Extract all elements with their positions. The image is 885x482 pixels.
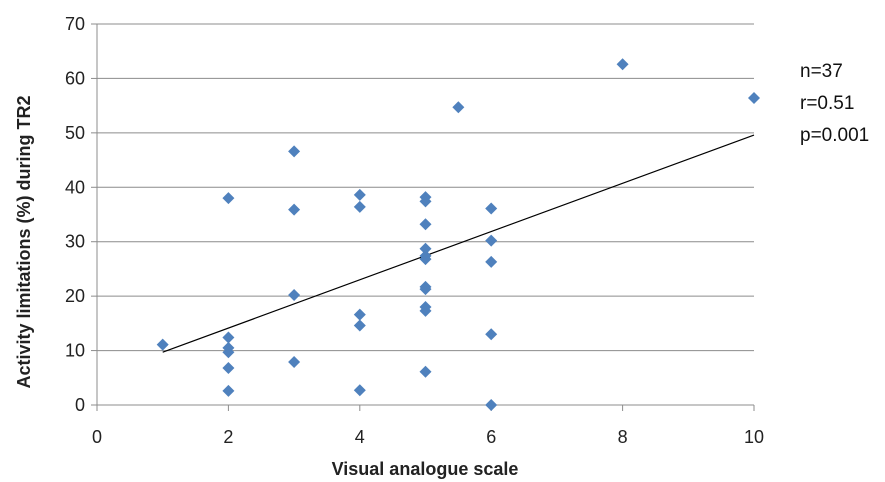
data-point xyxy=(288,289,301,302)
data-point xyxy=(452,101,465,114)
gridlines xyxy=(97,23,754,352)
data-point xyxy=(485,399,498,411)
x-tick-label: 10 xyxy=(744,427,764,447)
data-point xyxy=(419,283,432,296)
y-tick-label: 0 xyxy=(75,395,85,415)
y-tick-label: 30 xyxy=(65,232,85,252)
y-tick-label: 10 xyxy=(65,341,85,361)
axes xyxy=(91,23,755,411)
trendline xyxy=(162,134,755,353)
data-point xyxy=(222,192,235,205)
data-point xyxy=(419,253,432,266)
x-tick-label: 4 xyxy=(355,427,365,447)
data-point xyxy=(353,308,366,321)
data-point xyxy=(222,384,235,397)
data-point xyxy=(222,346,235,359)
y-tick-label: 20 xyxy=(65,286,85,306)
annotation-r: r=0.51 xyxy=(800,93,854,114)
data-point xyxy=(419,218,432,231)
data-point xyxy=(616,58,629,71)
x-tick-label: 0 xyxy=(92,427,102,447)
data-point xyxy=(485,234,498,247)
y-tick-label: 70 xyxy=(65,14,85,34)
data-point xyxy=(222,361,235,374)
data-point xyxy=(288,145,301,158)
data-point xyxy=(156,338,169,351)
data-point xyxy=(419,242,432,255)
data-point xyxy=(485,202,498,215)
x-tick-label: 6 xyxy=(486,427,496,447)
x-tick-label: 2 xyxy=(223,427,233,447)
annotation-p: p=0.001 xyxy=(800,125,869,146)
data-point xyxy=(485,255,498,268)
x-tick-label: 8 xyxy=(618,427,628,447)
y-tick-label: 40 xyxy=(65,177,85,197)
data-point xyxy=(288,203,301,216)
annotation-n: n=37 xyxy=(800,61,843,82)
data-points xyxy=(156,58,760,411)
data-point xyxy=(419,365,432,378)
data-point xyxy=(353,200,366,213)
data-point xyxy=(353,384,366,397)
x-axis-title: Visual analogue scale xyxy=(332,459,519,479)
data-point xyxy=(485,328,498,341)
data-point xyxy=(419,304,432,317)
data-point xyxy=(222,331,235,344)
tick-labels: 0 10 20 30 40 50 60 70 0 2 4 6 8 10 xyxy=(65,14,764,447)
data-point xyxy=(288,356,301,369)
y-tick-label: 50 xyxy=(65,123,85,143)
data-point xyxy=(419,195,432,208)
data-point xyxy=(353,319,366,332)
data-point xyxy=(748,92,760,105)
y-axis-title: Activity limitations (%) during TR2 xyxy=(14,95,34,388)
y-tick-label: 60 xyxy=(65,68,85,88)
data-point xyxy=(353,188,366,201)
trendline-group xyxy=(162,134,755,353)
